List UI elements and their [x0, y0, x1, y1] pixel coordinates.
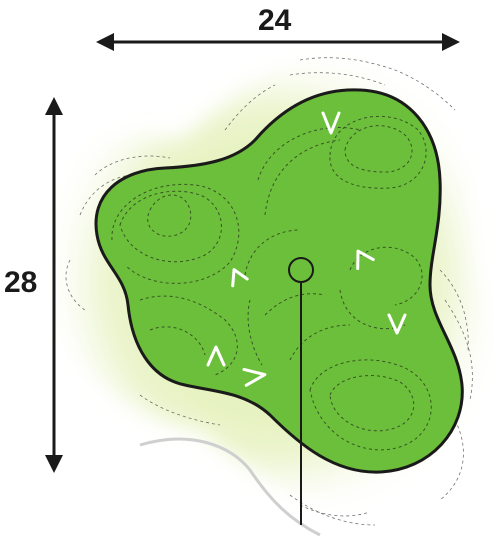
slope-mark-6 [242, 367, 267, 387]
height-dimension-label: 28 [4, 266, 38, 299]
slope-mark-5 [206, 345, 226, 367]
width-arrow-left-head [96, 33, 114, 51]
hole-marker [288, 257, 314, 283]
width-arrow-right-head [442, 33, 460, 51]
height-arrow-top-head [45, 97, 63, 115]
slope-mark-1 [321, 111, 341, 135]
slope-marks [206, 111, 407, 387]
contour-lines [111, 115, 432, 451]
outer-contours [65, 57, 473, 526]
putting-green [94, 88, 464, 474]
slope-mark-2 [231, 268, 249, 288]
width-dimension-label: 24 [258, 4, 292, 37]
slope-mark-3 [356, 249, 375, 271]
height-arrow-bottom-head [45, 455, 63, 473]
slope-mark-4 [387, 313, 407, 335]
cart-path [139, 437, 321, 537]
